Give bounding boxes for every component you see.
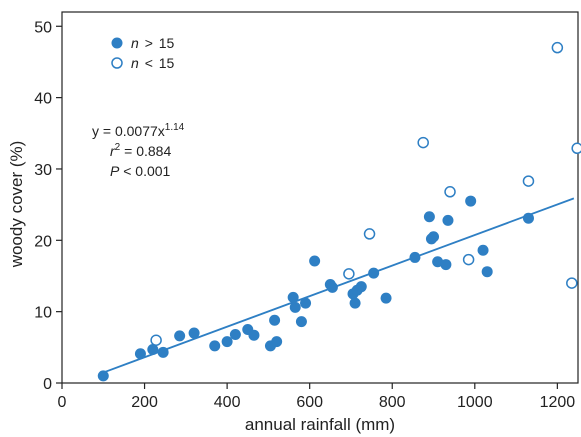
data-point-filled [522,212,534,224]
r-squared-text: r2 = 0.884 [110,142,171,159]
y-tick-label: 50 [34,19,52,36]
legend-var-filled: n [131,35,139,51]
axis-ticks: 0 200 400 600 800 1000 1200 0 10 20 30 40 50 [34,19,575,411]
data-point-filled [309,255,321,267]
data-point-filled [289,301,301,313]
y-tick-label: 40 [34,91,52,108]
x-tick-label: 600 [296,394,323,411]
equation-exponent: 1.14 [165,122,185,133]
x-tick-label: 1000 [457,394,493,411]
data-point-filled [271,336,283,348]
data-point-filled [248,329,260,341]
plot-frame [61,11,579,384]
data-point-open [551,41,564,54]
x-tick-label: 400 [214,394,241,411]
r-squared-value: = 0.884 [120,143,171,159]
x-tick-label: 200 [131,394,158,411]
data-point-filled [428,231,440,243]
y-tick-label: 20 [34,233,52,250]
data-point-filled [134,348,146,360]
x-tick-label: 1200 [540,394,576,411]
regression-annotation: y = 0.0077x1.14 r2 = 0.884 P < 0.001 [92,122,185,179]
data-point-filled [442,214,454,226]
data-point-filled [432,256,444,268]
data-point-open [150,334,162,346]
data-point-open [343,268,355,280]
data-point-filled [147,343,159,355]
legend-label-filled: n > 15 [131,35,175,51]
y-axis-title: woody cover (%) [7,141,26,269]
data-point-open [566,277,578,289]
data-point-filled [229,328,241,340]
data-point-open [363,228,376,240]
equation-base: y = 0.0077x [92,123,165,139]
x-tick-label: 800 [379,394,406,411]
x-axis-title: annual rainfall (mm) [245,415,395,434]
regression-line [102,197,575,374]
legend: n > 15 n < 15 [111,35,175,71]
data-point-filled [174,330,186,342]
data-point-filled [157,346,169,358]
r-squared-exp: 2 [115,142,121,153]
data-point-filled [188,327,200,339]
data-point-filled [465,195,477,207]
equation-text: y = 0.0077x1.14 [92,122,185,139]
data-point-filled [269,314,281,326]
data-point-open [444,186,456,198]
y-tick-label: 0 [43,376,52,393]
r-squared-var: r [110,143,116,159]
p-value-rest: < 0.001 [119,163,170,179]
legend-marker-filled [111,37,123,49]
data-point-open [462,253,475,266]
data-point-filled [477,244,489,256]
y-tick-label: 10 [34,305,52,322]
data-point-filled [300,297,312,309]
legend-op-filled: > [145,35,153,51]
legend-val-filled: 15 [159,35,175,51]
data-point-filled [380,292,392,304]
data-point-filled [368,267,380,279]
p-value-var: P [110,163,120,179]
legend-marker-open [111,57,123,69]
legend-var-open: n [131,55,139,71]
legend-val-open: 15 [159,55,175,71]
data-point-filled [221,336,233,348]
data-point-open [417,136,429,149]
axes [61,11,579,384]
data-point-filled [349,297,361,309]
p-value-text: P < 0.001 [110,163,171,179]
legend-label-open: n < 15 [131,55,175,71]
legend-op-open: < [145,55,153,71]
data-point-filled [209,340,221,352]
data-point-open [522,175,535,187]
data-point-filled [295,316,307,328]
data-point-open [571,142,581,155]
data-point-filled [355,281,367,293]
data-point-filled [440,259,452,271]
data-point-filled [409,251,421,263]
data-point-filled [423,211,435,223]
data-point-filled [287,291,299,303]
data-point-filled [326,281,338,293]
y-tick-label: 30 [34,162,52,179]
data-point-filled [97,370,109,382]
data-points [97,41,581,382]
data-point-filled [481,266,493,278]
x-tick-label: 0 [58,394,67,411]
